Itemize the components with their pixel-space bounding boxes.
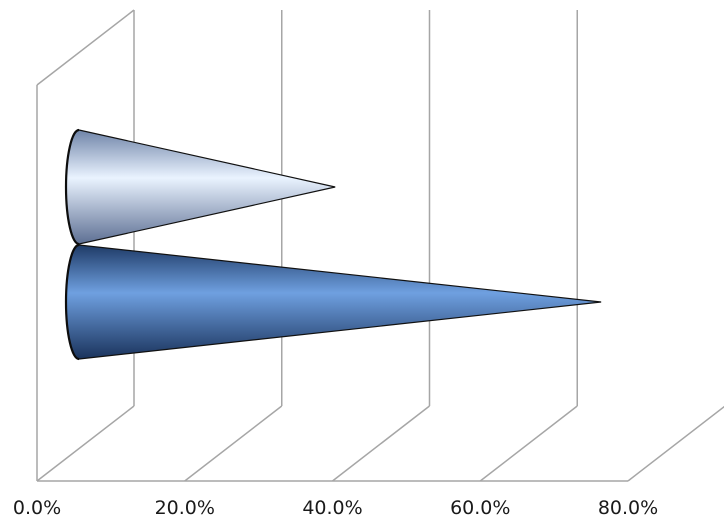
floor-gridline — [627, 405, 724, 482]
cone-body — [65, 244, 602, 360]
data-series — [64, 128, 602, 361]
x-tick-label: 80.0% — [598, 497, 658, 519]
x-axis-tick-labels: 0.0% 20.0% 40.0% 60.0% 80.0% — [13, 497, 658, 519]
left-wall-top-edge — [36, 9, 135, 86]
cone-bar — [64, 128, 336, 246]
cone-base-rim — [64, 128, 80, 246]
cone-base-rim — [64, 243, 80, 361]
x-tick-label: 40.0% — [302, 497, 362, 519]
floor-gridline — [36, 405, 135, 482]
x-tick-label: 0.0% — [13, 497, 61, 519]
x-tick-label: 60.0% — [450, 497, 510, 519]
x-tick-label: 20.0% — [155, 497, 215, 519]
floor-gridline — [184, 405, 283, 482]
gridlines — [36, 9, 724, 482]
cone-body — [65, 129, 336, 245]
cone-bar — [64, 243, 602, 361]
floor-gridline — [479, 405, 578, 482]
floor-gridline — [332, 405, 430, 482]
